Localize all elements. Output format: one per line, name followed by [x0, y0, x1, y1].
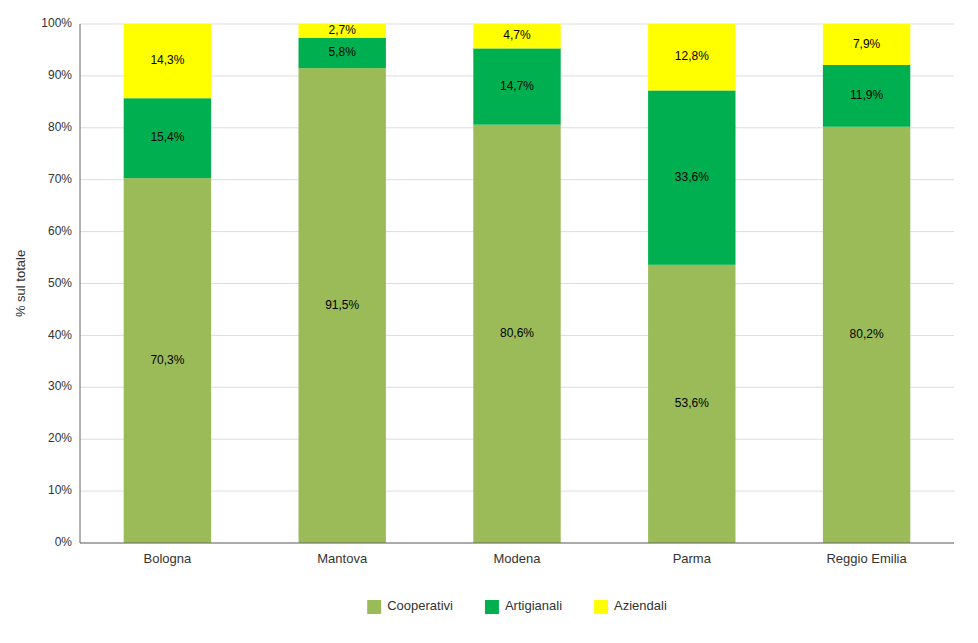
x-axis-line	[80, 543, 954, 544]
bar-segment	[299, 68, 386, 543]
bar-segment	[124, 24, 211, 98]
bar-segment	[648, 24, 735, 90]
bar-segment	[648, 265, 735, 543]
legend-item: Cooperativi	[367, 598, 453, 614]
y-tick-label: 90%	[48, 68, 72, 82]
data-label: 33,6%	[675, 170, 709, 184]
data-label: 14,7%	[500, 79, 534, 93]
bar-segment	[648, 90, 735, 264]
x-tick-label: Reggio Emilia	[826, 551, 907, 566]
y-axis: 0% 10% 20% 30% 40% 50% 60% 70% 80% 90% 100%	[41, 16, 954, 549]
y-tick-label: 20%	[48, 431, 72, 445]
data-label: 7,9%	[853, 37, 881, 51]
legend-swatch	[594, 600, 608, 614]
bar-segment	[124, 98, 211, 178]
data-label: 2,7%	[329, 23, 357, 37]
grid-line	[80, 543, 954, 544]
y-tick-label: 40%	[48, 328, 72, 342]
data-label: 80,2%	[850, 327, 884, 341]
bar-segment	[473, 24, 560, 48]
data-label: 15,4%	[150, 130, 184, 144]
y-tick-label: 50%	[48, 276, 72, 290]
bar-segment	[473, 125, 560, 543]
y-axis-label: % sul totale	[13, 250, 28, 317]
data-label: 5,8%	[329, 45, 357, 59]
y-axis-line	[80, 24, 81, 543]
y-tick-label: 0%	[55, 535, 73, 549]
legend-swatch	[367, 600, 381, 614]
bar-segment	[299, 24, 386, 38]
legend: Cooperativi Artigianali Aziendali	[367, 598, 667, 614]
data-label: 12,8%	[675, 49, 709, 63]
data-label: 53,6%	[675, 396, 709, 410]
data-label: 80,6%	[500, 326, 534, 340]
data-label: 91,5%	[325, 298, 359, 312]
legend-label: Artigianali	[505, 598, 562, 613]
data-label: 14,3%	[150, 53, 184, 67]
bar-segment	[124, 178, 211, 543]
y-tick-label: 100%	[41, 16, 72, 30]
legend-label: Cooperativi	[387, 598, 453, 613]
chart: 0% 10% 20% 30% 40% 50% 60% 70% 80% 90% 100% % sul t…	[0, 0, 978, 643]
y-tick-label: 30%	[48, 379, 72, 393]
bar-segment	[823, 24, 910, 65]
x-tick-label: Bologna	[144, 551, 192, 566]
legend-item: Aziendali	[594, 598, 667, 614]
x-tick-label: Modena	[494, 551, 542, 566]
bar-segment	[823, 65, 910, 127]
bar-segment	[823, 127, 910, 543]
y-tick-label: 70%	[48, 172, 72, 186]
y-tick-label: 60%	[48, 224, 72, 238]
data-label: 11,9%	[850, 88, 883, 102]
data-label: 70,3%	[150, 353, 184, 367]
data-labels: 70,3% 91,5% 80,6% 53,6% 80,2% 15,4% 5,8% 14,7% 3…	[150, 23, 884, 410]
data-label: 4,7%	[503, 28, 531, 42]
legend-item: Artigianali	[485, 598, 562, 614]
y-tick-label: 80%	[48, 120, 72, 134]
x-tick-label: Parma	[673, 551, 712, 566]
legend-swatch	[485, 600, 499, 614]
x-axis: Bologna Mantova Modena Parma Reggio Emilia	[144, 551, 908, 566]
bar-segment	[299, 38, 386, 68]
legend-label: Aziendali	[614, 598, 667, 613]
y-tick-label: 10%	[48, 483, 72, 497]
x-tick-label: Mantova	[317, 551, 368, 566]
bars	[124, 24, 911, 543]
bar-segment	[473, 48, 560, 124]
